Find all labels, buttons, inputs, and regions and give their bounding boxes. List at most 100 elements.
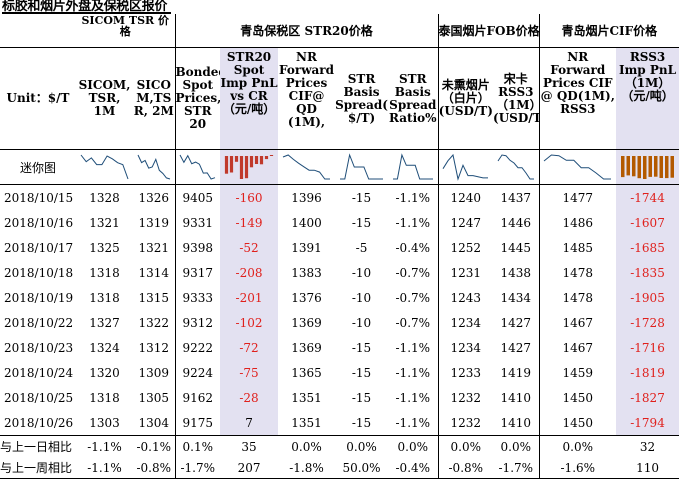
stat-cell: 0.0% [335,435,389,457]
table-cell: -10 [351,265,372,280]
sparkline-bar [643,156,647,179]
table-cell: 1427 [500,340,532,355]
stat-cell: -1.7% [174,457,221,479]
stat-cell: -1.6% [538,457,617,479]
table-cell: 1446 [500,215,532,230]
table-cell: 1351 [291,390,322,405]
table-cell: -15 [351,415,372,430]
col-sicom-tsr-1m: SICOM, TSR, 1M [78,78,131,118]
stat-cell: 110 [616,457,679,479]
sparkline-bar [239,156,244,179]
table-cell: 1485 [538,235,617,260]
col-rss3-imp-pnl: RSS3 Imp PnL（1M）（元/吨） [616,47,679,150]
stat-label: 与上一日相比 [0,435,76,457]
row-date: 2018/10/25 [4,390,74,405]
sparkline-line [282,154,331,180]
table-cell: 1324 [89,340,120,355]
stat-cell: 0.0% [437,435,494,457]
col-sicom-tsr-2m: SICO M,TS R, 2M [133,78,174,118]
table-cell: 1247 [437,210,494,235]
sparkline-line [137,154,170,180]
stat-cell: 0.0% [538,435,617,457]
sparkline-bar [259,156,264,165]
sparkline-bar [249,156,254,168]
table-cell: 1320 [89,365,120,380]
column-header-row: Unit：$/T SICOM, TSR, 1M SICO M,TS R, 2M … [0,47,679,150]
table-cell: 1478 [538,260,617,285]
table-cell: -15 [351,390,372,405]
group-qingdao-cif: 青岛烟片CIF价格 [538,14,679,48]
sparkline-cell [388,149,439,185]
sparkline [80,154,129,180]
table-cell: 1234 [437,335,494,360]
stat-row: 与上一日相比 -1.1% -0.1% 0.1% 35 0.0% 0.0% 0.0% 0.0% 0.… [0,435,679,457]
table-cell: 1305 [138,390,170,405]
sparkline-bar [670,156,675,178]
stat-cell: 0.0% [388,435,439,457]
table-row: 2018/10/17 1325 1321 9398 -52 1391 -5 -0.4% 1252… [0,235,679,260]
table-cell: 1459 [538,360,617,385]
table-cell: -1.1% [395,390,431,405]
table-cell: -1607 [616,210,679,235]
table-cell: 1233 [437,360,494,385]
table-cell: 1312 [138,340,170,355]
table-row: 2018/10/16 1321 1319 9331 -149 1400 -15 -1.1% 12… [0,210,679,235]
table-cell: 1321 [138,240,170,255]
sparkline-line [80,154,129,180]
table-cell: 1400 [291,215,322,230]
table-row: 2018/10/18 1318 1314 9317 -208 1383 -10 -0.7% 12… [0,260,679,285]
group-header-row: SICOM TSR 价格 青岛保税区 STR20价格 泰国烟片FOB价格 青岛烟… [0,14,679,48]
table-cell: 1450 [538,385,617,410]
table-row: 2018/10/25 1318 1305 9162 -28 1351 -15 -1.1% 123… [0,385,679,410]
table-cell: -1.1% [395,190,431,205]
sparkline [179,154,216,180]
table-cell: 1240 [437,184,494,210]
sparkline-cell [278,149,336,185]
table-cell: 1419 [500,365,532,380]
table-cell: 9317 [174,260,221,285]
stat-row: 与上一周相比 -1.1% -0.8% -1.7% 207 -1.8% 50.0% -0.4% -… [0,457,679,479]
stat-cell: -1.1% [76,457,133,479]
table-cell: 1319 [138,215,170,230]
table-cell: 1327 [89,315,120,330]
table-cell: 1304 [138,415,170,430]
table-cell: 9222 [174,335,221,360]
table-cell: -72 [220,335,279,360]
table-cell: -1.1% [395,340,431,355]
row-date: 2018/10/23 [4,340,74,355]
sparkline-cell [437,149,494,185]
table-cell: -201 [220,285,279,310]
sparkline-bar [269,155,274,156]
stat-cell: -0.4% [388,457,439,479]
stat-cell: 35 [220,435,279,457]
table-cell: 1231 [437,260,494,285]
col-nr-forward-cif-rss3: NR Forward Prices CIF @ QD(1M), RSS3 [538,47,617,150]
table-cell: 1326 [138,190,170,205]
col-nr-forward-cif: NR Forward Prices CIF@ QD (1M), [279,50,335,129]
stat-cell: -0.8% [437,457,494,479]
table-cell: 1486 [538,210,617,235]
table-cell: 1252 [437,235,494,260]
stat-cell: 32 [616,435,679,457]
sparkline [137,154,170,180]
table-cell: 1322 [138,315,170,330]
table-cell: -149 [220,210,279,235]
table-row: 2018/10/23 1324 1312 9222 -72 1369 -15 -1.1% 123… [0,335,679,360]
table-cell: 1321 [89,215,120,230]
table-cell: -15 [351,215,372,230]
sparkline-label: 迷你图 [0,149,76,185]
sparkline [282,154,331,180]
table-cell: 9331 [174,210,221,235]
table-cell: 1309 [138,365,170,380]
sparkline-cell [493,149,540,185]
sparkline-line [442,153,489,181]
sparkline-bar [264,156,269,160]
sparkline-cell [220,149,279,185]
table-cell: 1437 [500,190,532,205]
sparkline-line [340,153,384,180]
table-cell: 1328 [89,190,120,205]
table-cell: -10 [351,315,372,330]
stat-label: 与上一周相比 [0,457,76,479]
table-cell: -1744 [616,184,679,210]
table-cell: -10 [351,290,372,305]
